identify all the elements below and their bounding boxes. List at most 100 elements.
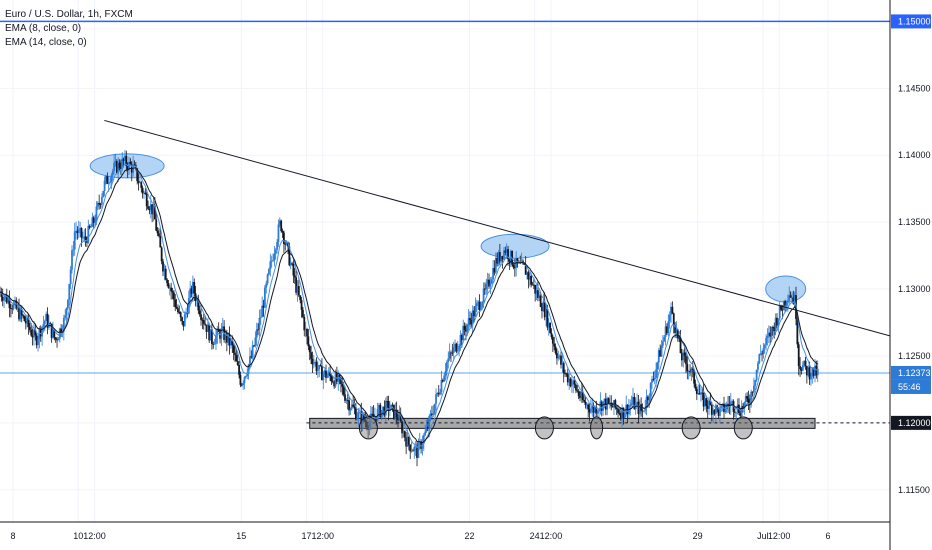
candle-body: [808, 367, 811, 380]
candle-body: [27, 317, 30, 327]
candle-body: [668, 314, 671, 322]
candle-body: [77, 229, 80, 234]
candle-body: [648, 397, 651, 401]
candle-body: [651, 378, 653, 383]
candle-body: [7, 299, 10, 303]
candle-body: [661, 341, 664, 346]
candle-body: [477, 301, 480, 304]
candle-body: [584, 401, 587, 405]
candle-body: [793, 295, 796, 304]
legend-ema-14[interactable]: EMA (14, close, 0): [5, 37, 87, 48]
candle-body: [196, 298, 198, 302]
candle-body: [8, 299, 11, 309]
candle-body: [139, 182, 141, 184]
candle-body: [778, 305, 781, 319]
bar-countdown: 55:46: [891, 379, 931, 394]
candle-body: [547, 322, 550, 328]
time-tick-label: 15: [236, 531, 246, 541]
candle-body: [42, 323, 45, 328]
candle-body: [133, 164, 136, 166]
candle-body: [496, 257, 499, 264]
candle-body: [269, 261, 272, 270]
candle-body: [611, 406, 614, 408]
candle-body: [166, 279, 168, 284]
candle-body: [504, 250, 507, 253]
candle-body: [263, 287, 266, 308]
candle-body: [789, 295, 792, 298]
candle-body: [288, 246, 291, 266]
candle-body: [273, 253, 276, 261]
candle-body: [551, 337, 554, 344]
candle-body: [686, 364, 689, 372]
candle-body: [428, 416, 431, 429]
candle-body: [213, 343, 216, 345]
candle-body: [239, 374, 242, 385]
candle-body: [330, 375, 333, 382]
candle-body: [691, 368, 694, 371]
candle-body: [326, 375, 329, 378]
candle-body: [312, 362, 315, 365]
candle-body: [202, 320, 205, 324]
candle-body: [776, 317, 778, 326]
time-tick-label: 12:00: [768, 531, 791, 541]
candle-body: [724, 409, 727, 412]
candle-body: [333, 382, 336, 387]
candle-body: [314, 361, 317, 363]
candle-body: [459, 335, 462, 346]
candle-body: [162, 261, 164, 272]
candle-body: [337, 374, 340, 382]
candle-body: [784, 301, 787, 306]
candle-body: [96, 203, 99, 207]
candle-body: [709, 400, 712, 405]
candle-body: [228, 334, 231, 346]
candle-body: [338, 374, 341, 378]
candle-body: [462, 325, 465, 341]
candle-body: [217, 328, 220, 332]
candle-body: [323, 370, 326, 375]
candle-body: [570, 383, 573, 387]
candle-body: [171, 291, 174, 293]
candle-body: [705, 398, 708, 406]
candle-body: [201, 319, 204, 321]
chart-legend: Euro / U.S. Dollar, 1h, FXCM EMA (8, clo…: [5, 8, 133, 50]
candle-body: [644, 407, 647, 411]
candle-body: [562, 362, 565, 374]
candle-body: [501, 256, 504, 260]
candle-body: [674, 325, 677, 333]
candle-body: [653, 377, 656, 380]
price-tag-support: 1.12000: [891, 415, 931, 430]
legend-symbol[interactable]: Euro / U.S. Dollar, 1h, FXCM: [5, 9, 133, 20]
candle-body: [642, 410, 645, 412]
candle-body: [353, 406, 356, 409]
candle-body: [159, 236, 162, 248]
candle-body: [550, 333, 553, 338]
candle-body: [122, 158, 125, 161]
candle-body: [664, 326, 667, 337]
time-tick-label: 12:00: [311, 531, 334, 541]
candle-body: [50, 323, 53, 338]
candle-body: [553, 343, 556, 347]
candle-body: [431, 413, 433, 415]
legend-ema-8[interactable]: EMA (8, close, 0): [5, 23, 82, 34]
candle-body: [345, 399, 348, 401]
candle-body: [678, 338, 681, 339]
candle-body: [14, 300, 16, 304]
candle-body: [90, 226, 92, 228]
candle-body: [368, 422, 371, 430]
candle-body: [211, 329, 213, 344]
candle-body: [126, 166, 129, 171]
candle-body: [308, 346, 311, 353]
candle-body: [91, 217, 94, 227]
candle-body: [765, 337, 768, 345]
candle-body: [657, 350, 660, 363]
candle-body: [83, 236, 86, 238]
candle-body: [117, 162, 120, 173]
candle-body: [505, 249, 508, 253]
candle-body: [88, 225, 91, 228]
candle-body: [378, 404, 380, 409]
candle-body: [397, 417, 399, 421]
candle-body: [659, 350, 662, 357]
candle-body: [694, 383, 697, 389]
candle-body: [538, 295, 541, 298]
